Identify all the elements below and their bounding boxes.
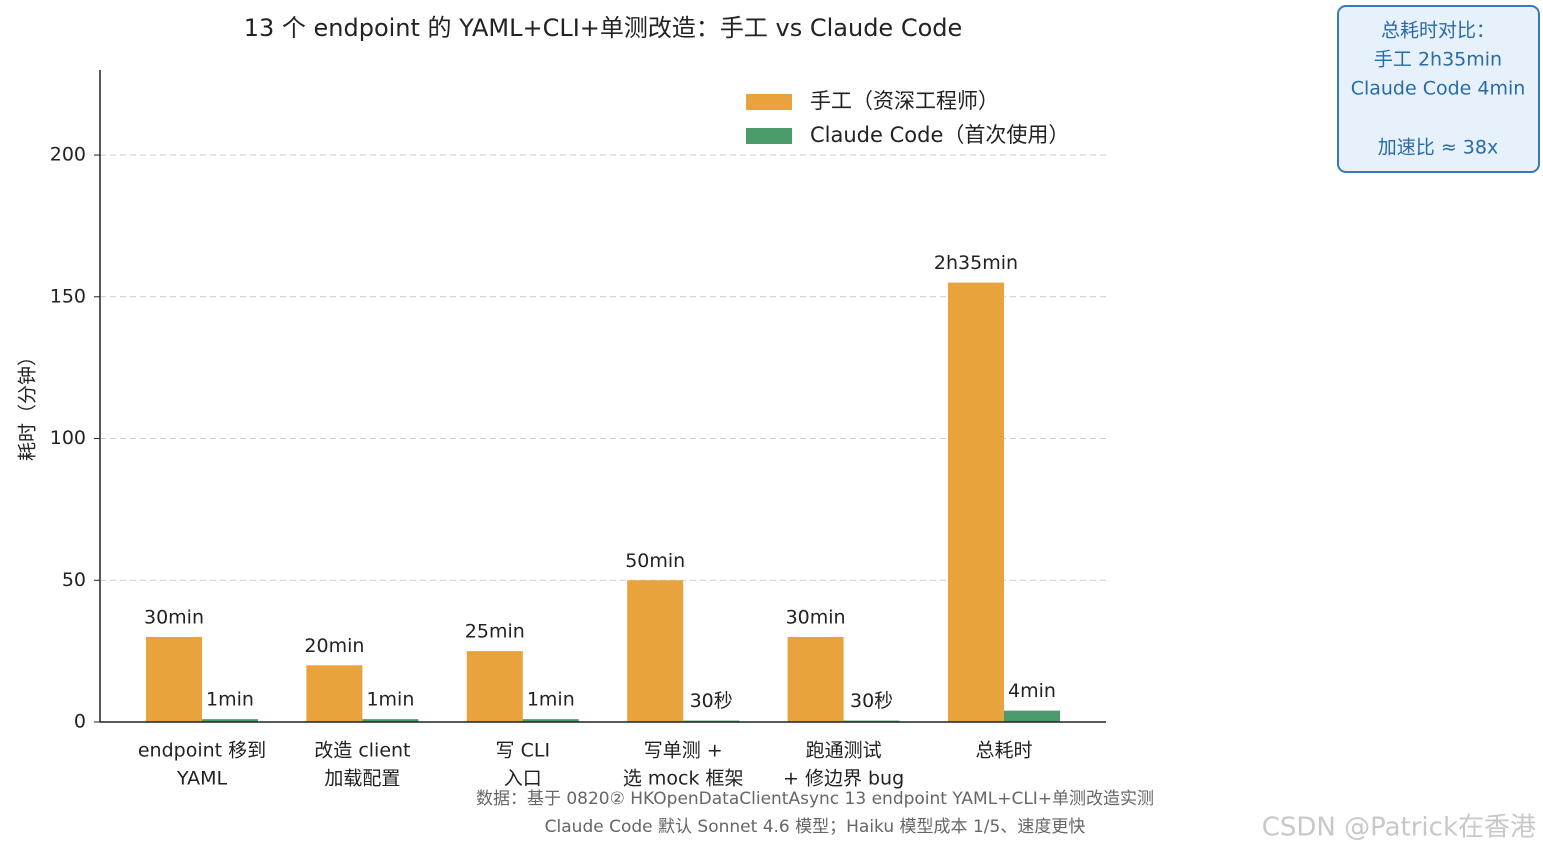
value-label: 4min: [1008, 680, 1056, 702]
y-tick-label: 100: [50, 427, 86, 449]
bar: [146, 636, 202, 722]
x-tick-label: 入口: [504, 768, 542, 790]
annotation-text: 加速比 ≈ 38x: [1378, 137, 1498, 159]
bar: [1004, 710, 1060, 722]
bar: [202, 719, 258, 722]
annotation-text: 总耗时对比：: [1381, 20, 1495, 42]
legend-swatch: [746, 94, 792, 110]
value-label: 25min: [465, 621, 525, 643]
value-label: 1min: [527, 689, 575, 711]
value-label: 30min: [786, 606, 846, 628]
bar: [627, 580, 684, 722]
annotation-text: 手工 2h35min: [1374, 49, 1502, 71]
value-label: 30min: [144, 606, 204, 628]
x-tick-label: 跑通测试: [806, 740, 882, 762]
chart-title: 13 个 endpoint 的 YAML+CLI+单测改造：手工 vs Clau…: [244, 14, 963, 42]
value-label: 1min: [206, 689, 254, 711]
value-label: 20min: [304, 635, 364, 657]
y-tick-label: 200: [50, 144, 86, 166]
x-tick-label: YAML: [176, 768, 228, 790]
annotation-box: [1337, 5, 1540, 173]
watermark: CSDN @Patrick在香港: [1262, 813, 1536, 843]
x-tick-label: 写单测 +: [644, 740, 723, 762]
bar: [362, 719, 419, 722]
x-tick-label: 加载配置: [324, 768, 400, 790]
bar: [522, 719, 579, 722]
x-tick-label: endpoint 移到: [138, 740, 266, 762]
legend-label: 手工（资深工程师）: [810, 89, 999, 113]
y-axis-label: 耗时（分钟）: [17, 347, 39, 461]
bar: [466, 651, 523, 722]
value-label: 2h35min: [934, 252, 1018, 274]
x-tick-label: 改造 client: [314, 740, 410, 762]
footnote: 数据：基于 0820② HKOpenDataClientAsync 13 end…: [476, 789, 1154, 809]
y-tick-label: 150: [50, 285, 86, 307]
bar: [787, 636, 844, 722]
legend-swatch: [746, 128, 792, 144]
footnote: Claude Code 默认 Sonnet 4.6 模型；Haiku 模型成本 …: [545, 817, 1086, 837]
bar: [948, 282, 1004, 722]
y-tick-label: 50: [62, 569, 86, 591]
x-tick-label: 选 mock 框架: [623, 768, 744, 790]
value-label: 50min: [625, 550, 685, 572]
value-label: 1min: [366, 689, 414, 711]
value-label: 30秒: [850, 690, 893, 712]
x-tick-label: + 修边界 bug: [783, 768, 904, 790]
bar: [306, 665, 363, 722]
value-label: 30秒: [690, 690, 733, 712]
annotation-text: Claude Code 4min: [1351, 78, 1526, 100]
x-tick-label: 写 CLI: [496, 740, 551, 762]
x-tick-label: 总耗时: [975, 740, 1032, 762]
legend-label: Claude Code（首次使用）: [810, 123, 1069, 147]
y-tick-label: 0: [74, 711, 86, 733]
